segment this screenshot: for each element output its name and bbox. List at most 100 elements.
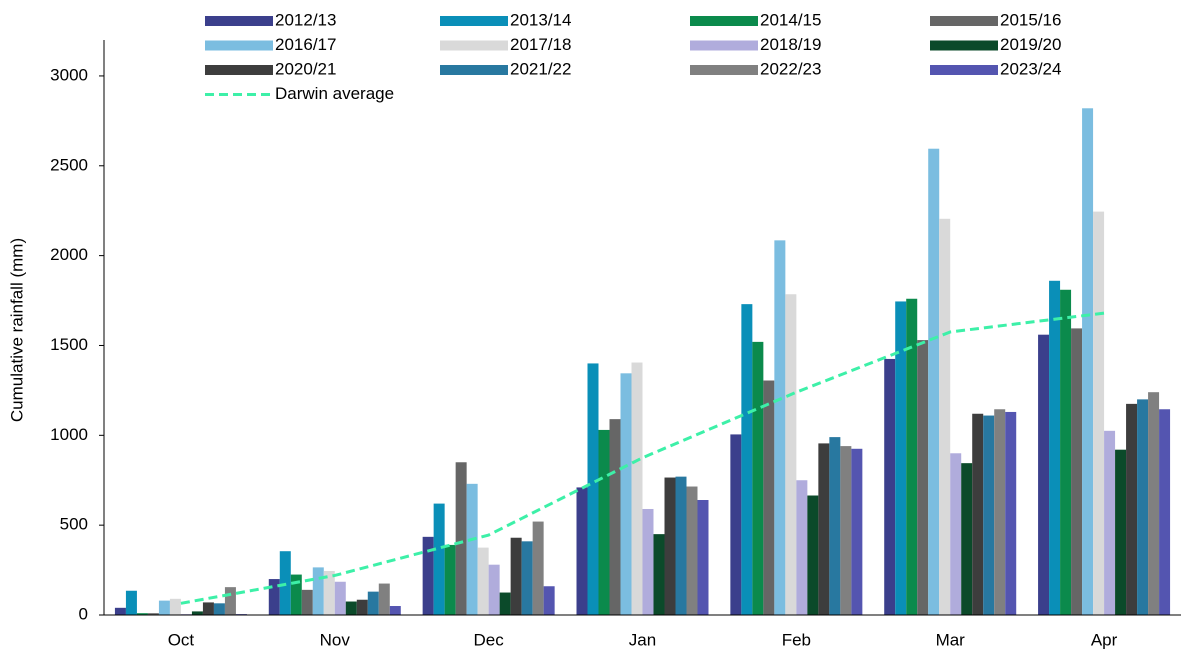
x-tick-label: Apr bbox=[1091, 630, 1118, 649]
bar bbox=[642, 508, 654, 615]
legend-label: 2021/22 bbox=[510, 59, 571, 78]
legend-label: Darwin average bbox=[275, 84, 394, 103]
legend-swatch bbox=[930, 40, 998, 51]
y-tick-label: 500 bbox=[60, 515, 88, 534]
bar bbox=[851, 448, 863, 615]
legend-swatch bbox=[440, 40, 508, 51]
legend-label: 2019/20 bbox=[1000, 35, 1061, 54]
bar bbox=[290, 574, 302, 615]
bar bbox=[950, 453, 962, 615]
y-tick-label: 1000 bbox=[50, 425, 88, 444]
y-tick-label: 2000 bbox=[50, 245, 88, 264]
bar bbox=[785, 294, 797, 615]
bar bbox=[224, 587, 236, 615]
x-tick-label: Dec bbox=[474, 630, 505, 649]
bar bbox=[972, 413, 984, 615]
bar bbox=[323, 570, 335, 615]
bar bbox=[312, 567, 324, 615]
bar bbox=[752, 341, 764, 615]
average-line bbox=[180, 311, 1105, 605]
bar bbox=[1148, 392, 1160, 615]
bar bbox=[609, 419, 621, 615]
bar bbox=[631, 362, 643, 615]
bar bbox=[763, 380, 775, 615]
bar bbox=[587, 363, 599, 615]
bar bbox=[620, 373, 632, 615]
bar bbox=[1049, 280, 1061, 615]
legend-label: 2013/14 bbox=[510, 10, 571, 29]
bar bbox=[521, 541, 533, 615]
bar bbox=[268, 579, 280, 615]
bar bbox=[477, 547, 489, 615]
bar bbox=[488, 564, 500, 615]
bar bbox=[576, 487, 588, 615]
bar bbox=[136, 613, 148, 615]
bar bbox=[378, 583, 390, 615]
legend-label: 2016/17 bbox=[275, 35, 336, 54]
y-tick-label: 1500 bbox=[50, 335, 88, 354]
bar bbox=[1126, 403, 1138, 615]
legend-swatch bbox=[930, 16, 998, 26]
legend-swatch bbox=[690, 40, 758, 51]
bar bbox=[1038, 334, 1050, 615]
bar bbox=[884, 358, 896, 615]
bar bbox=[1005, 411, 1017, 615]
bar bbox=[961, 463, 973, 615]
bar bbox=[664, 477, 676, 615]
bar bbox=[466, 483, 478, 615]
bar bbox=[840, 446, 852, 615]
bar bbox=[213, 603, 225, 615]
bar bbox=[895, 301, 907, 615]
bar bbox=[807, 495, 819, 615]
bar bbox=[455, 462, 467, 615]
bar bbox=[796, 480, 808, 615]
y-axis-title: Cumulative rainfall (mm) bbox=[7, 238, 26, 422]
y-tick-label: 0 bbox=[79, 604, 88, 623]
bar bbox=[147, 613, 159, 615]
legend-swatch bbox=[930, 65, 998, 75]
legend-label: 2015/16 bbox=[1000, 10, 1061, 29]
legend-label: 2022/23 bbox=[760, 59, 821, 78]
bar bbox=[125, 590, 137, 615]
bar bbox=[1115, 449, 1127, 615]
bar bbox=[301, 589, 313, 615]
bar bbox=[653, 534, 665, 615]
bar bbox=[928, 148, 940, 615]
bar bbox=[345, 601, 357, 615]
legend-label: 2020/21 bbox=[275, 59, 336, 78]
bar bbox=[114, 607, 126, 615]
bar bbox=[983, 415, 995, 615]
x-tick-label: Feb bbox=[782, 630, 811, 649]
bar bbox=[939, 218, 951, 615]
x-tick-label: Mar bbox=[936, 630, 966, 649]
bar bbox=[433, 503, 445, 615]
legend-swatch bbox=[440, 16, 508, 26]
bar bbox=[334, 581, 346, 615]
legend-swatch bbox=[205, 40, 273, 51]
y-tick-label: 3000 bbox=[50, 65, 88, 84]
bar bbox=[818, 443, 830, 615]
legend-swatch bbox=[690, 16, 758, 26]
bar bbox=[169, 598, 181, 615]
bar bbox=[532, 521, 544, 615]
x-tick-label: Nov bbox=[320, 630, 351, 649]
bar bbox=[1104, 430, 1116, 615]
bar bbox=[356, 599, 368, 615]
bar bbox=[499, 592, 511, 615]
legend-swatch bbox=[205, 65, 273, 75]
legend-label: 2012/13 bbox=[275, 10, 336, 29]
bar bbox=[675, 476, 687, 615]
bar bbox=[598, 429, 610, 615]
legend-label: 2018/19 bbox=[760, 35, 821, 54]
legend-label: 2014/15 bbox=[760, 10, 821, 29]
bar bbox=[389, 606, 401, 615]
bar bbox=[829, 437, 841, 615]
x-tick-label: Oct bbox=[168, 630, 195, 649]
bar bbox=[422, 536, 434, 615]
bar bbox=[444, 544, 456, 615]
y-tick-label: 2500 bbox=[50, 155, 88, 174]
legend-label: 2023/24 bbox=[1000, 59, 1061, 78]
bar bbox=[1071, 328, 1083, 615]
bar bbox=[686, 486, 698, 615]
legend-label: 2017/18 bbox=[510, 35, 571, 54]
